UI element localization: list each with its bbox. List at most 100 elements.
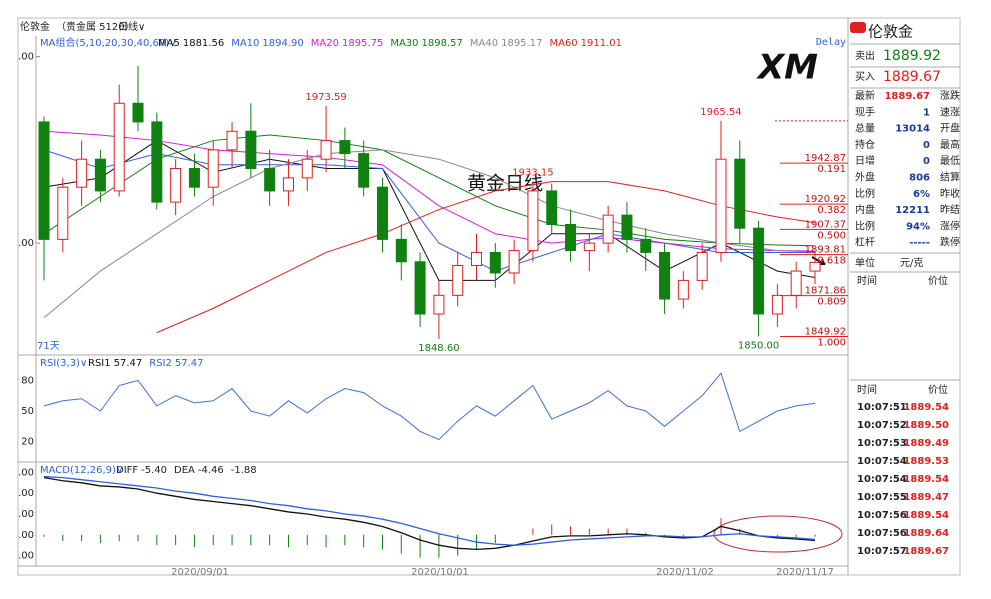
y-tick-label: 1900.00 — [0, 238, 34, 249]
symbol: 伦敦金 — [20, 20, 50, 33]
legend-value: 1894.90 — [262, 38, 303, 49]
candle-body — [94, 158, 106, 192]
fib-ratio: 0.191 — [817, 164, 846, 175]
dea-line — [43, 475, 816, 546]
fib-ratio: 0.618 — [817, 256, 846, 267]
row-value: 0 — [923, 156, 930, 167]
row-label: 昨收 — [940, 187, 960, 200]
legend-value: -1.88 — [231, 465, 257, 476]
candle-body — [583, 242, 595, 252]
row-label: 持仓 — [855, 138, 875, 151]
candle-body — [188, 168, 200, 188]
row-label: 最新 — [855, 89, 875, 102]
legend-name: RSI2 — [149, 358, 172, 369]
logo: XM — [756, 48, 818, 88]
fib-ratio: 0.809 — [817, 297, 846, 308]
legend-value: 57.47 — [175, 358, 204, 369]
row-label: 速涨 — [940, 106, 960, 118]
candle-body — [113, 102, 125, 192]
candle-body — [376, 186, 388, 240]
fib-ratio: 0.500 — [817, 230, 846, 241]
legend-value: -4.46 — [198, 465, 224, 476]
legend-name: MA10 — [231, 38, 259, 49]
row-value: 94% — [906, 221, 930, 232]
candle-body — [282, 177, 294, 192]
fib-ratio: 1.000 — [817, 338, 846, 349]
tick-time: 10:07:54 — [857, 474, 907, 485]
tick-price: 1889.54 — [903, 402, 949, 413]
candle-body — [245, 130, 257, 170]
candle-body — [640, 238, 652, 253]
candle-body — [414, 261, 426, 315]
market: （贵金属 5120） — [56, 20, 135, 33]
candle-body — [207, 149, 219, 188]
candle-body — [790, 270, 802, 296]
candle-body — [696, 251, 708, 281]
buy-label: 买入 — [855, 71, 875, 83]
row-value: 12211 — [895, 205, 930, 216]
price-header: 价位 — [928, 383, 948, 396]
candle-body — [621, 214, 633, 240]
candle-body — [546, 190, 558, 225]
ma-indicator[interactable]: MA组合(5,10,20,30,40,60)∨ — [40, 36, 176, 49]
time-header: 时间 — [857, 383, 877, 396]
row-label: 现手 — [855, 105, 875, 118]
fib-price: 1942.87 — [805, 153, 846, 164]
price-annotation: 1933.15 — [512, 167, 553, 178]
legend-value: 1895.75 — [342, 38, 383, 49]
row-value: 6% — [913, 189, 930, 200]
tick-time: 10:07:55 — [857, 492, 907, 503]
period[interactable]: 日线∨ — [118, 20, 145, 33]
fib-price: 1893.81 — [805, 245, 846, 256]
candle-body — [659, 251, 671, 300]
y-tick-label: 20.00 — [5, 509, 34, 520]
row-value: 806 — [909, 173, 930, 184]
row-value: 13014 — [895, 124, 930, 135]
date-label: 2020/09/01 — [171, 567, 229, 578]
legend-name: MA5 — [158, 38, 180, 49]
badge — [850, 22, 866, 33]
price-annotation: 1848.60 — [418, 343, 459, 354]
tick-time: 10:07:56 — [857, 528, 907, 539]
candle-body — [508, 250, 520, 274]
fib-ratio: 0.382 — [817, 205, 846, 216]
sell-label: 卖出 — [855, 49, 875, 62]
row-label: 涨跌 — [940, 89, 960, 102]
candle-body — [170, 168, 182, 203]
rsi-title: RSI(3,3)∨ — [40, 358, 87, 369]
tick-time: 10:07:52 — [857, 420, 907, 431]
candle-body — [132, 102, 144, 123]
row-label: 日增 — [855, 154, 875, 167]
unit-label: 单位 — [855, 256, 875, 269]
row-value: 1 — [923, 107, 930, 118]
date-label: 2020/11/02 — [656, 567, 714, 578]
tick-time: 10:07:54 — [857, 456, 907, 467]
row-label: 最高 — [940, 138, 960, 151]
row-label: 昨结 — [940, 203, 960, 216]
row-label: 开盘 — [940, 122, 960, 135]
date-label: 2020/11/17 — [776, 567, 834, 578]
y-tick-label: 60.00 — [5, 467, 34, 478]
candle-body — [452, 264, 464, 296]
candle-body — [433, 294, 445, 315]
candle-body — [151, 121, 163, 203]
legend-name: MA40 — [470, 38, 498, 49]
price-annotation: 1973.59 — [305, 92, 346, 103]
candle-body — [527, 190, 539, 252]
legend-value: 57.47 — [114, 358, 143, 369]
legend-value: 1898.57 — [422, 38, 463, 49]
tick-price: 1889.67 — [903, 546, 949, 557]
legend-value: 1881.56 — [183, 38, 224, 49]
ma-line — [43, 149, 816, 319]
tick-price: 1889.49 — [903, 438, 949, 449]
fib-price: 1849.92 — [805, 327, 846, 338]
y-tick-label: 40.00 — [5, 488, 34, 499]
candle-body — [264, 168, 276, 192]
candle-body — [602, 214, 614, 244]
time-header: 时间 — [857, 274, 877, 287]
fib-price: 1871.86 — [805, 286, 846, 297]
row-label: 比例 — [855, 219, 875, 232]
candle-body — [57, 186, 69, 240]
